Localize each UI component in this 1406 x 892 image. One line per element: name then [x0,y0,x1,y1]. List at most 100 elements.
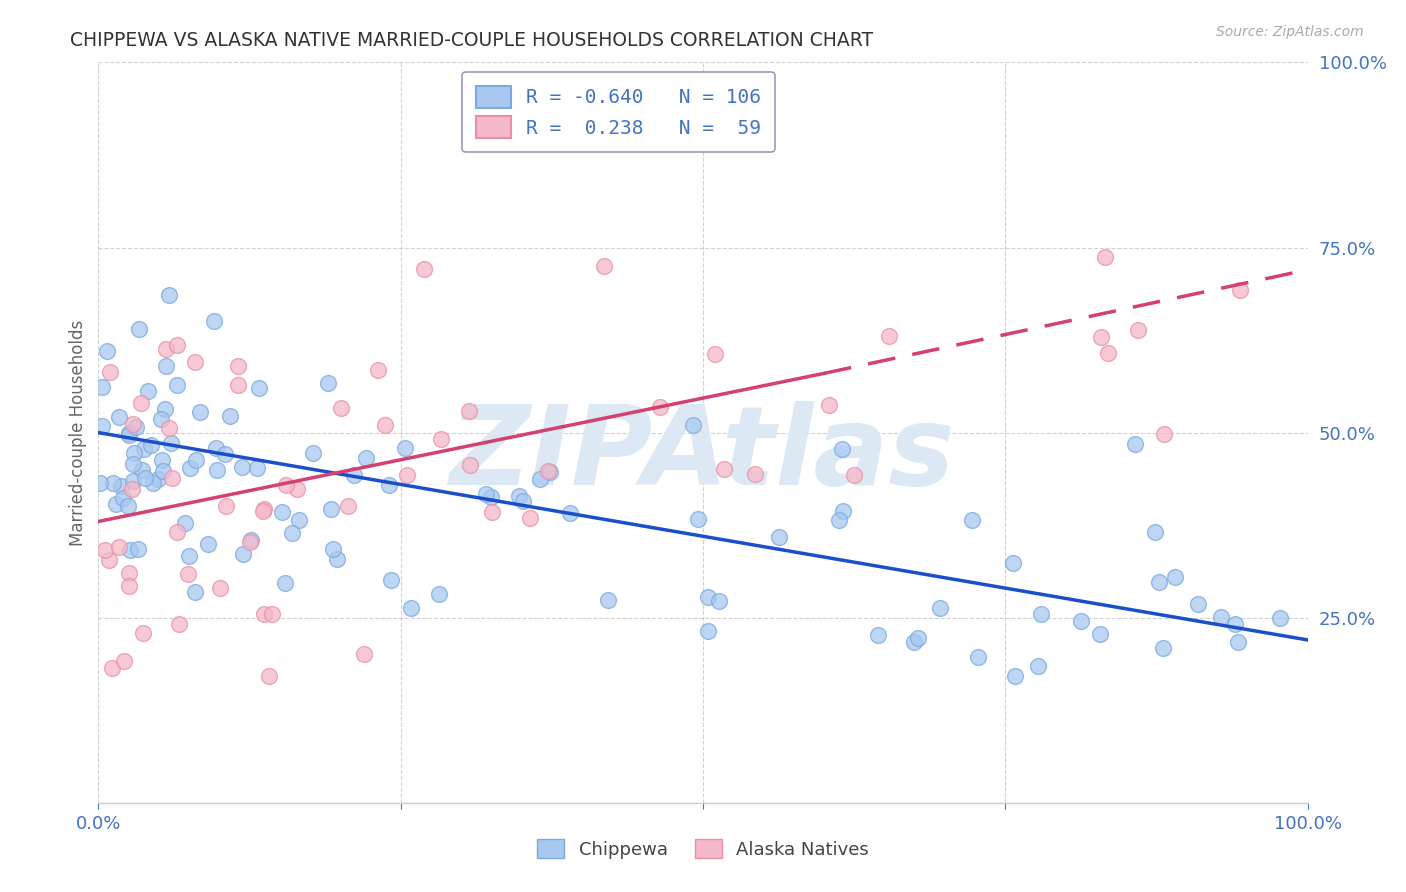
Point [108,409,131,424]
Point [174,516,197,530]
Point [1090,627,1112,641]
Point [1143,524,1166,539]
Point [903,635,925,649]
Point [479,491,502,505]
Point [558,506,581,520]
Point [253,501,276,516]
Point [768,530,790,544]
Point [276,478,298,492]
Point [378,478,401,492]
Point [122,475,145,489]
Point [336,499,359,513]
Point [1209,610,1232,624]
Point [122,457,145,471]
Point [682,417,704,432]
Point [179,461,201,475]
Point [1070,614,1092,628]
Point [153,401,176,416]
Point [232,547,254,561]
Point [257,669,280,683]
Point [122,446,145,460]
Point [132,626,155,640]
Point [1187,597,1209,611]
Point [1229,283,1251,297]
Point [343,467,366,482]
Point [831,442,853,456]
Point [713,462,735,476]
Point [219,409,242,423]
Point [183,355,205,369]
Point [112,654,135,668]
Point [134,471,156,485]
Text: Source: ZipAtlas.com: Source: ZipAtlas.com [1216,25,1364,39]
Point [150,453,173,467]
Point [262,607,284,621]
Point [120,543,142,558]
Point [188,405,211,419]
Text: CHIPPEWA VS ALASKA NATIVE MARRIED-COUPLE HOUSEHOLDS CORRELATION CHART: CHIPPEWA VS ALASKA NATIVE MARRIED-COUPLE… [70,31,873,50]
Point [127,541,149,556]
Point [1152,640,1174,655]
Point [1004,669,1026,683]
Point [134,442,156,456]
Point [325,552,347,566]
Point [139,438,162,452]
Point [231,460,253,475]
Point [146,472,169,486]
Point [508,490,530,504]
Point [430,432,453,446]
Point [648,400,671,414]
Point [1126,323,1149,337]
Point [827,512,849,526]
Point [367,363,389,377]
Point [253,607,276,622]
Point [183,584,205,599]
Point [413,262,436,277]
Point [93,543,115,558]
Point [519,511,541,525]
Point [1097,346,1119,360]
Point [1153,426,1175,441]
Point [247,381,270,395]
Point [239,533,262,547]
Point [142,475,165,490]
Point [866,628,889,642]
Point [101,476,124,491]
Point [208,581,231,595]
Point [197,537,219,551]
Point [697,591,720,605]
Point [166,377,188,392]
Point [101,661,124,675]
Point [136,384,159,399]
Point [1164,570,1187,584]
Point [374,418,396,433]
Point [512,493,534,508]
Point [288,513,311,527]
Y-axis label: Married-couple Households: Married-couple Households [69,319,87,546]
Point [228,359,250,373]
Point [457,403,479,417]
Point [118,425,141,440]
Point [842,468,865,483]
Point [686,511,709,525]
Point [125,420,148,434]
Point [967,650,990,665]
Point [169,617,191,632]
Point [252,504,274,518]
Point [319,501,342,516]
Point [184,453,207,467]
Point [744,467,766,482]
Point [928,601,950,615]
Point [239,535,262,549]
Text: ZIPAtlas: ZIPAtlas [450,401,956,508]
Point [481,505,503,519]
Point [105,497,128,511]
Point [155,342,177,356]
Point [707,594,730,608]
Point [396,467,419,482]
Point [160,471,183,485]
Point [593,259,616,273]
Point [302,445,325,459]
Point [177,567,200,582]
Point [214,499,236,513]
